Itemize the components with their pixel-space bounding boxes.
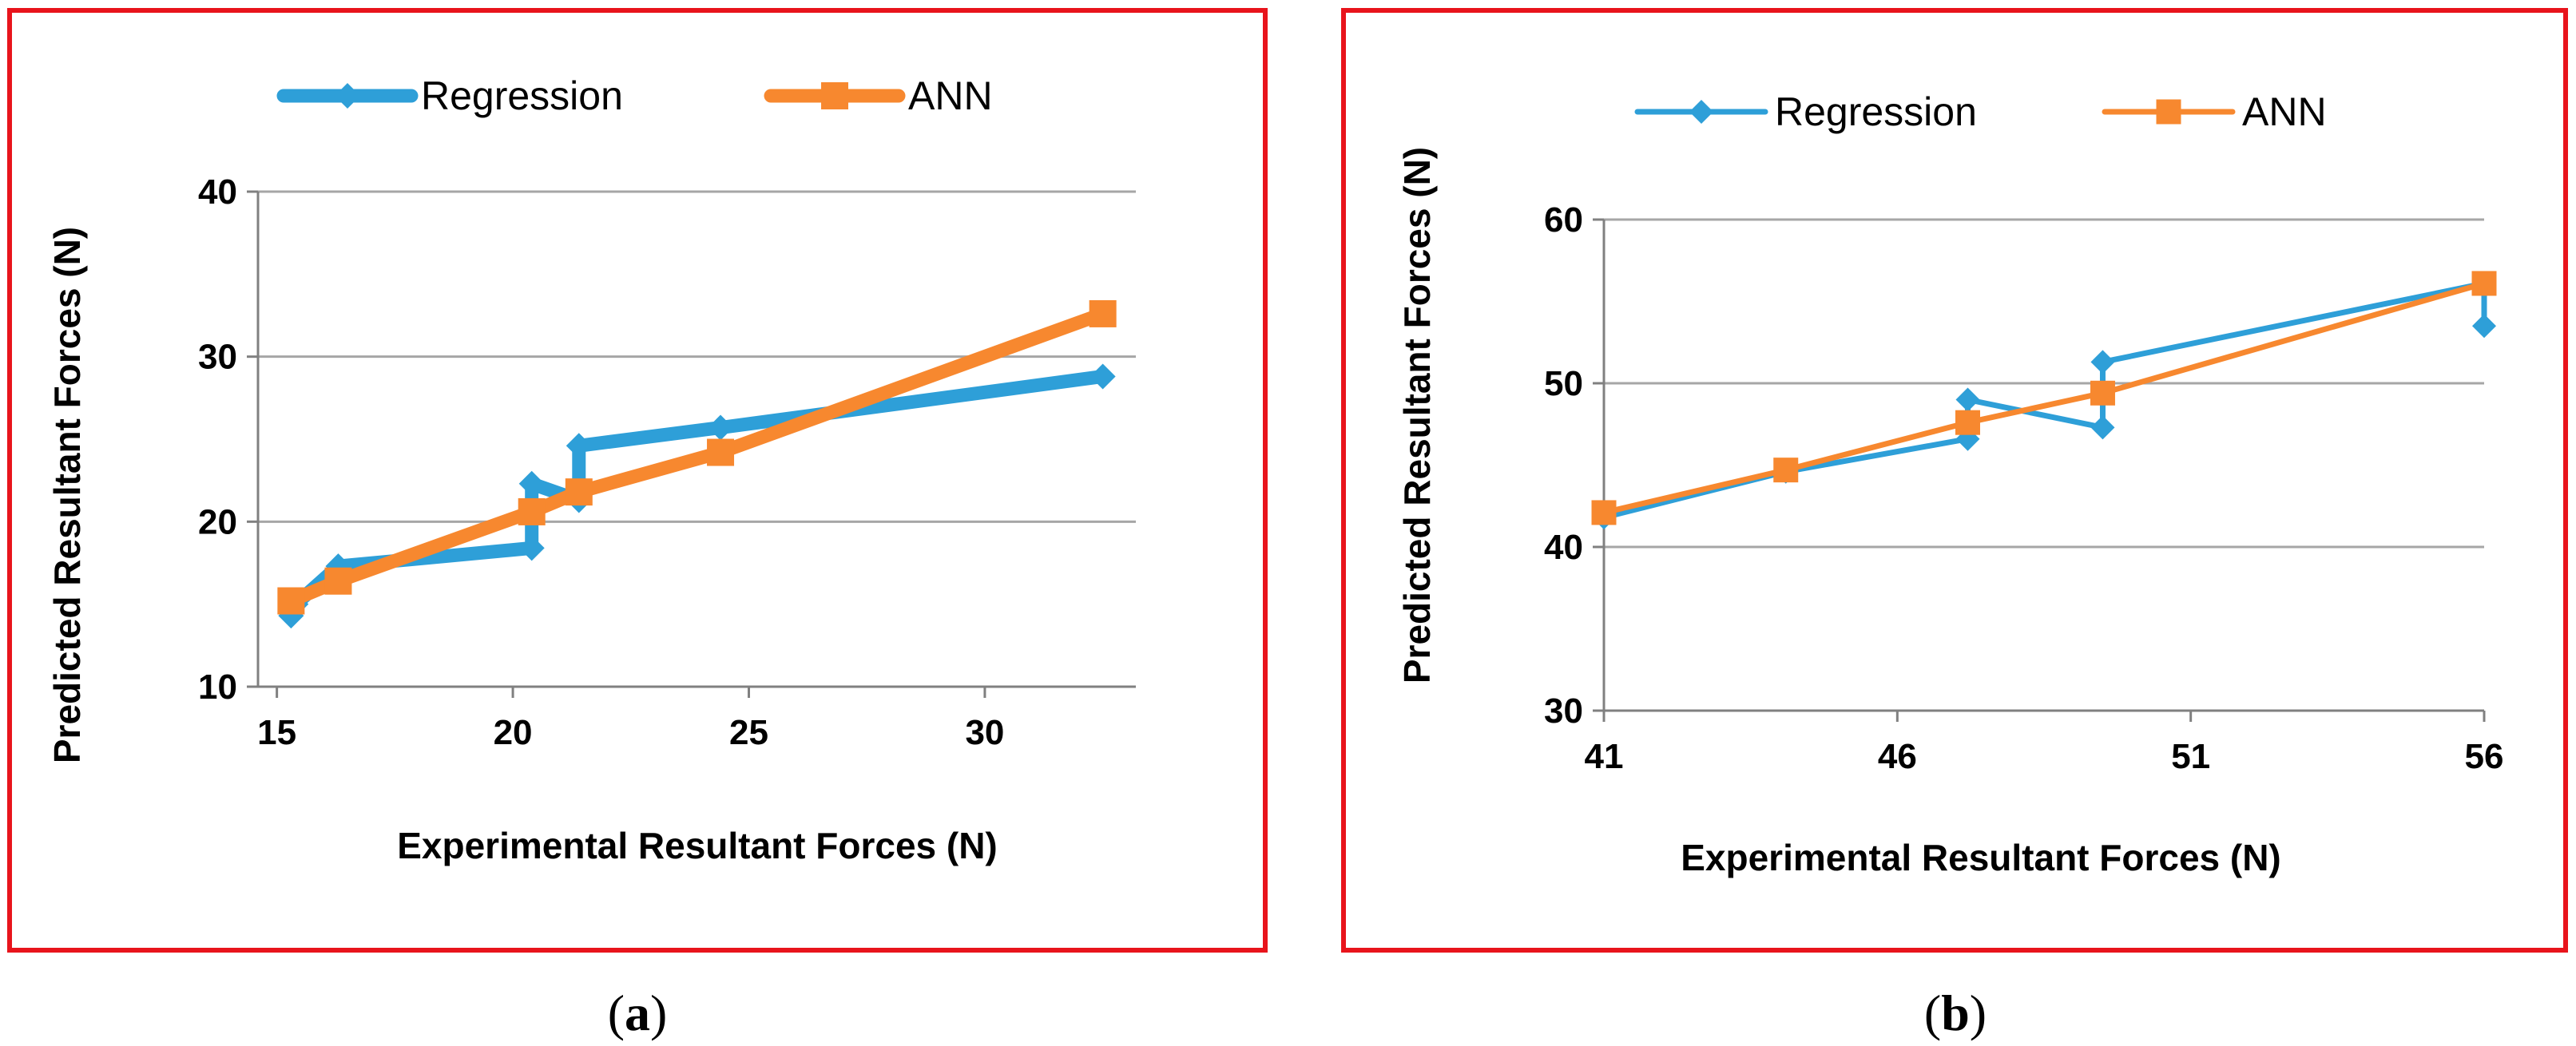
data-point-ann xyxy=(324,567,352,595)
x-tick-label: 20 xyxy=(494,713,533,752)
x-tick-label: 56 xyxy=(2465,737,2504,776)
y-axis-title: Predicted Resultant Forces (N) xyxy=(46,227,88,763)
x-tick-label: 46 xyxy=(1878,737,1917,776)
data-point-regression xyxy=(2090,350,2115,374)
y-tick-label: 40 xyxy=(1544,528,1583,567)
panel-b-label: b xyxy=(1941,985,1970,1041)
y-tick-label: 20 xyxy=(198,502,237,541)
panel-b-caption: (b) xyxy=(1924,985,1987,1041)
legend-marker-ann xyxy=(2156,99,2181,125)
data-point-ann xyxy=(2090,380,2115,406)
x-axis-title: Experimental Resultant Forces (N) xyxy=(397,825,998,866)
data-point-regression xyxy=(1090,363,1116,390)
data-point-regression xyxy=(518,470,545,497)
panel-a-label: a xyxy=(625,985,650,1041)
legend-label-ann: ANN xyxy=(908,73,993,118)
data-point-ann xyxy=(1773,458,1799,483)
y-tick-label: 10 xyxy=(198,668,237,707)
data-point-ann xyxy=(1089,299,1117,327)
legend-marker-regression xyxy=(1689,100,1713,124)
x-axis-title: Experimental Resultant Forces (N) xyxy=(1681,837,2281,878)
x-tick-label: 15 xyxy=(257,713,296,752)
data-point-ann xyxy=(1955,410,1980,435)
y-tick-label: 30 xyxy=(1544,691,1583,731)
chart-b: 30 40 50 60 41 46 51 56 Experimental Resultant F… xyxy=(1396,89,2503,878)
data-point-regression xyxy=(566,433,592,459)
data-point-regression xyxy=(518,535,545,561)
data-point-ann xyxy=(565,478,593,506)
data-point-ann xyxy=(277,587,305,615)
legend-marker-regression xyxy=(335,83,360,109)
data-point-regression xyxy=(1955,387,1980,412)
y-tick-label: 30 xyxy=(198,338,237,377)
panel-b-frame xyxy=(1341,8,2568,953)
y-tick-label: 50 xyxy=(1544,364,1583,403)
x-tick-label: 51 xyxy=(2171,737,2210,776)
data-point-regression xyxy=(2472,314,2496,339)
x-tick-label: 41 xyxy=(1585,737,1624,776)
data-point-ann xyxy=(2471,271,2497,296)
data-point-regression xyxy=(2090,415,2115,440)
legend-label-ann: ANN xyxy=(2242,89,2327,134)
legend-label-regression: Regression xyxy=(1775,89,1977,134)
y-tick-label: 40 xyxy=(198,172,237,212)
panel-a-caption: (a) xyxy=(608,985,668,1041)
data-point-ann xyxy=(707,438,735,466)
series-line-regression xyxy=(1601,280,2487,521)
legend-label-regression: Regression xyxy=(421,73,623,118)
data-point-ann xyxy=(518,497,546,525)
y-tick-label: 60 xyxy=(1544,200,1583,240)
chart-a: 10 20 30 40 15 20 25 30 Experimental Resultant F… xyxy=(46,73,1136,866)
data-point-ann xyxy=(1591,500,1617,525)
legend-marker-ann xyxy=(821,82,848,109)
data-point-regression xyxy=(708,414,734,441)
x-tick-label: 30 xyxy=(965,713,1004,752)
x-tick-label: 25 xyxy=(729,713,768,752)
y-axis-title: Predicted Resultant Forces (N) xyxy=(1396,147,1438,683)
